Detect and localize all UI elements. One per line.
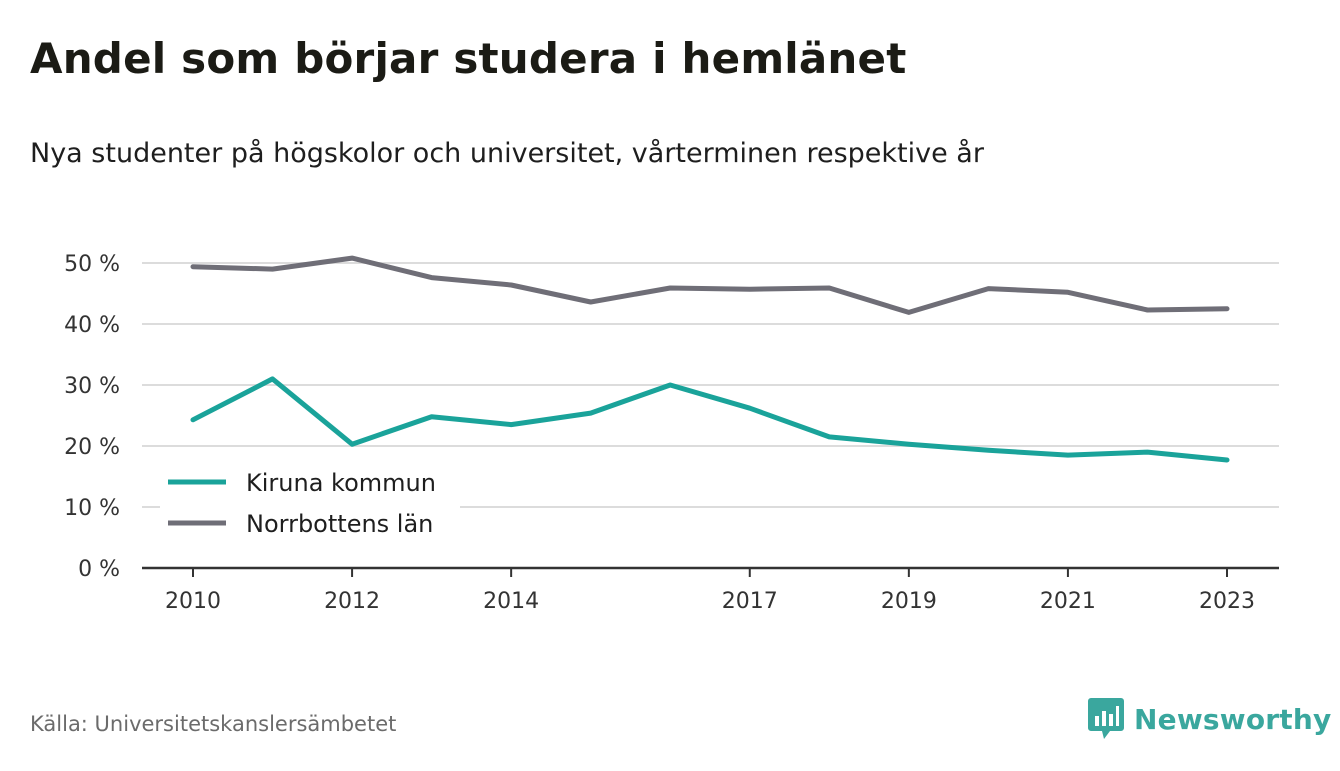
x-tick-label: 2012 (324, 589, 380, 614)
chart-subtitle: Nya studenter på högskolor och universit… (30, 138, 984, 169)
y-tick-label: 50 % (64, 252, 120, 277)
series-lines (190, 255, 1230, 463)
legend-label: Kiruna kommun (246, 469, 436, 497)
line-chart: 0 % 10 % 20 % 30 % 40 % 50 % 2010 2012 2014 2017… (64, 252, 1279, 614)
chart-title: Andel som börjar studera i hemlänet (30, 34, 907, 83)
brand-logo: Newsworthy (1088, 698, 1331, 740)
x-tick-label: 2023 (1199, 589, 1255, 614)
y-tick-label: 10 % (64, 496, 120, 521)
legend: Kiruna kommun Norrbottens län (160, 462, 460, 544)
brand-name: Newsworthy (1134, 702, 1332, 736)
legend-label: Norrbottens län (246, 510, 433, 538)
x-axis: 2010 2012 2014 2017 2019 2021 2023 (142, 566, 1279, 614)
y-tick-label: 30 % (64, 374, 120, 399)
y-axis-ticks: 0 % 10 % 20 % 30 % 40 % 50 % (64, 252, 120, 582)
source-note: Källa: Universitetskanslersämbetet (30, 712, 397, 736)
x-tick-label: 2019 (881, 589, 937, 614)
x-tick-label: 2021 (1040, 589, 1096, 614)
y-tick-label: 0 % (78, 557, 120, 582)
bar-chart-speech-bubble-icon (1088, 698, 1124, 739)
y-tick-label: 40 % (64, 313, 120, 338)
series-line-1 (190, 255, 1230, 315)
series-line-0 (190, 376, 1230, 463)
x-tick-label: 2017 (722, 589, 778, 614)
legend-background (160, 462, 460, 544)
x-tick-label: 2010 (165, 589, 221, 614)
x-tick-label: 2014 (483, 589, 539, 614)
y-tick-label: 20 % (64, 435, 120, 460)
